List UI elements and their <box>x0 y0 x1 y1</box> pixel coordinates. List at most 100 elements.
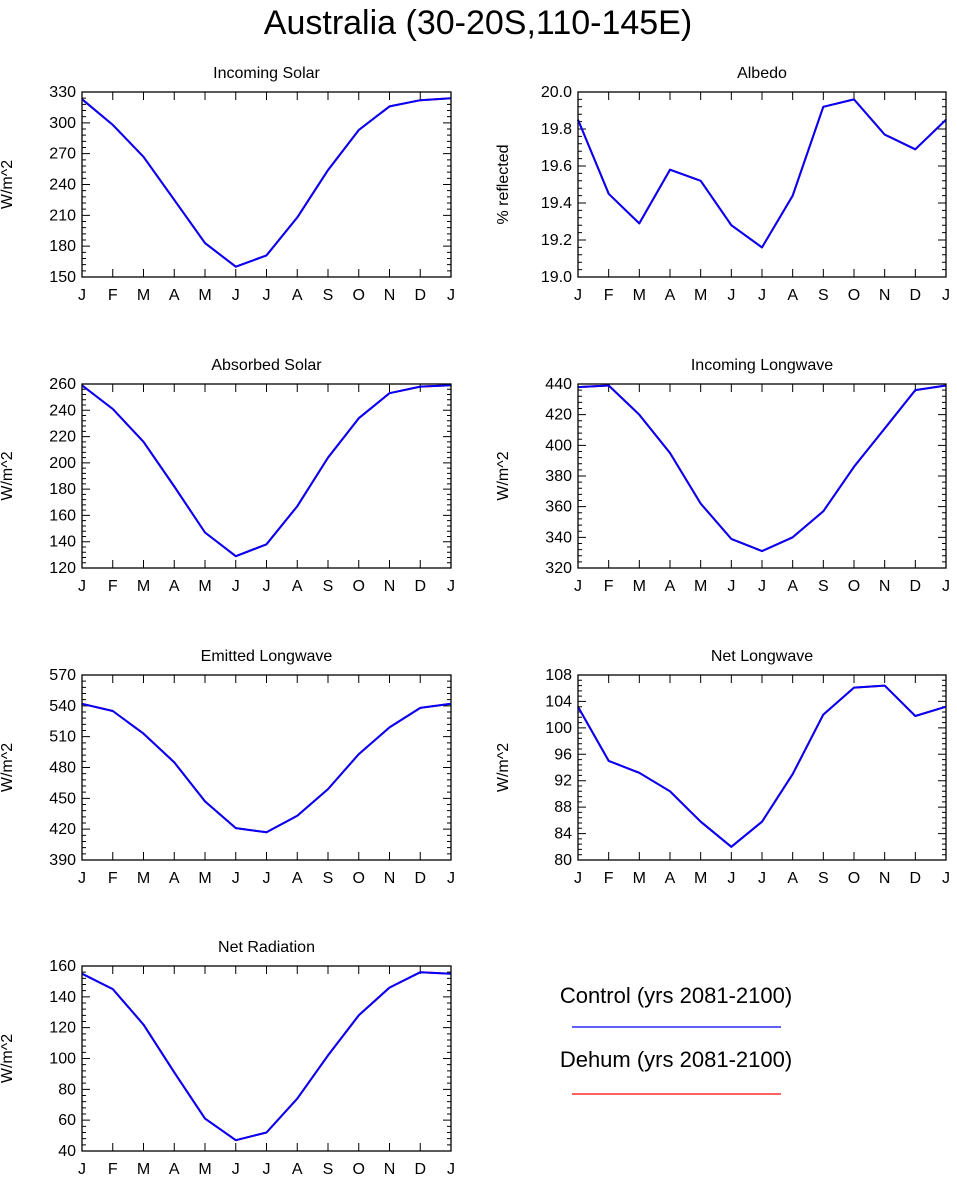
x-tick-label: J <box>78 287 86 304</box>
x-tick-label: O <box>848 870 860 887</box>
y-tick-label: 19.6 <box>541 158 572 175</box>
x-tick-label: J <box>447 870 455 887</box>
x-tick-label: J <box>447 287 455 304</box>
y-minor-ticks <box>82 388 451 564</box>
x-tick-label: D <box>414 870 426 887</box>
x-tick-label: N <box>879 287 891 304</box>
chart-absorbed-solar: Absorbed Solar W/m^2 120 140 160 180 200 220 240… <box>0 357 455 595</box>
x-tick-label: J <box>942 870 950 887</box>
series-line-control-yrs-2081-2100 <box>81 97 452 268</box>
y-tick-label: 150 <box>49 269 76 286</box>
x-tick-label: J <box>942 287 950 304</box>
x-tick-label: D <box>414 578 426 595</box>
y-tick-label: 240 <box>49 402 76 419</box>
y-tick-label: 84 <box>554 826 572 843</box>
plot-frame <box>577 383 947 569</box>
plot-frame <box>577 674 947 861</box>
x-tick-label: M <box>198 1161 211 1178</box>
y-tick-label: 440 <box>545 376 572 393</box>
x-tick-label: S <box>323 870 334 887</box>
x-tick-label: O <box>848 287 860 304</box>
y-tick-label: 380 <box>545 468 572 485</box>
series-line-control-yrs-2081-2100 <box>577 684 947 848</box>
y-tick-label: 19.4 <box>541 195 572 212</box>
x-tick-label: A <box>787 578 798 595</box>
chart-incoming-solar: Incoming Solar W/m^2 150 180 210 240 270 300 330… <box>0 65 455 304</box>
x-tick-label: J <box>232 870 240 887</box>
x-tick-label: N <box>879 870 891 887</box>
x-tick-label: S <box>818 287 829 304</box>
y-tick-label: 60 <box>58 1112 76 1129</box>
y-tick-label: 320 <box>545 560 572 577</box>
x-tick-label: A <box>169 870 180 887</box>
chart-title: Incoming Solar <box>213 65 320 82</box>
x-tick-label: M <box>633 870 646 887</box>
x-tick-label: M <box>694 578 707 595</box>
x-tick-label: A <box>665 287 676 304</box>
x-tick-label: D <box>910 287 922 304</box>
y-tick-label: 140 <box>49 534 76 551</box>
y-tick-label: 210 <box>49 207 76 224</box>
y-axis-label: W/m^2 <box>0 743 16 792</box>
y-tick-label: 570 <box>49 667 76 684</box>
y-tick-label: 420 <box>545 407 572 424</box>
x-tick-label: J <box>78 1161 86 1178</box>
y-axis-label: W/m^2 <box>0 160 16 209</box>
y-tick-label: 400 <box>545 437 572 454</box>
x-tick-label: J <box>758 287 766 304</box>
y-tick-label: 120 <box>49 1020 76 1037</box>
y-tick-label: 420 <box>49 821 76 838</box>
y-tick-label: 270 <box>49 146 76 163</box>
y-tick-label: 300 <box>49 115 76 132</box>
x-tick-label: J <box>574 578 582 595</box>
y-tick-label: 100 <box>545 720 572 737</box>
x-tick-label: A <box>787 287 798 304</box>
legend-label-dehum: Dehum (yrs 2081-2100) <box>560 1047 792 1072</box>
x-tick-label: J <box>232 1161 240 1178</box>
x-tick-label: M <box>137 870 150 887</box>
series-line-control-yrs-2081-2100 <box>577 384 947 553</box>
x-tick-label: J <box>263 578 271 595</box>
y-tick-label: 108 <box>545 667 572 684</box>
x-tick-label: A <box>665 870 676 887</box>
x-tick-label: J <box>942 578 950 595</box>
chart-title: Net Radiation <box>218 939 315 956</box>
x-tick-label: M <box>633 578 646 595</box>
x-tick-label: O <box>353 1161 365 1178</box>
y-minor-ticks <box>578 679 946 856</box>
y-tick-label: 260 <box>49 376 76 393</box>
x-tick-label: J <box>263 287 271 304</box>
y-tick-label: 540 <box>49 698 76 715</box>
x-tick-label: O <box>353 578 365 595</box>
y-tick-label: 19.8 <box>541 121 572 138</box>
x-tick-label: N <box>384 578 396 595</box>
y-tick-label: 450 <box>49 790 76 807</box>
chart-albedo: Albedo % reflected 19.0 19.2 19.4 19.6 19.8 20.… <box>495 65 950 304</box>
y-minor-ticks <box>578 389 946 563</box>
x-tick-label: F <box>604 287 614 304</box>
x-tick-label: S <box>323 287 334 304</box>
x-tick-label: J <box>447 578 455 595</box>
y-tick-label: 390 <box>49 852 76 869</box>
figure-title: Australia (30-20S,110-145E) <box>264 4 692 42</box>
x-tick-label: F <box>108 1161 118 1178</box>
x-tick-label: J <box>727 578 735 595</box>
x-tick-label: M <box>694 870 707 887</box>
y-axis-label: W/m^2 <box>495 743 512 792</box>
x-tick-label: A <box>169 287 180 304</box>
y-axis-label: W/m^2 <box>495 451 512 500</box>
x-tick-label: O <box>353 870 365 887</box>
plot-frame <box>81 91 452 278</box>
series-line-dehum-yrs-2081-2100 <box>81 97 452 268</box>
x-tick-label: A <box>292 1161 303 1178</box>
series-line-dehum-yrs-2081-2100 <box>81 971 452 1142</box>
x-tick-label: M <box>137 1161 150 1178</box>
y-tick-label: 160 <box>49 507 76 524</box>
series-line-dehum-yrs-2081-2100 <box>577 384 947 553</box>
y-tick-label: 340 <box>545 529 572 546</box>
series-line-dehum-yrs-2081-2100 <box>577 98 947 249</box>
x-tick-label: M <box>633 287 646 304</box>
x-tick-label: M <box>694 287 707 304</box>
x-tick-label: J <box>263 1161 271 1178</box>
